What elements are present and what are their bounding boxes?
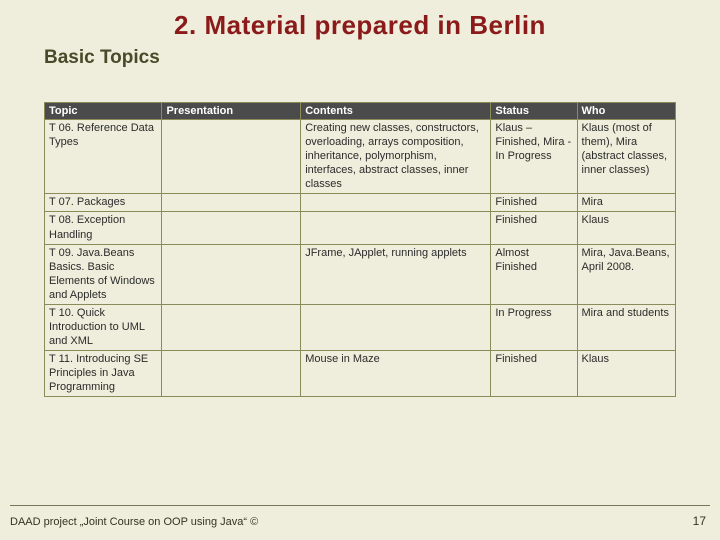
cell-status: Finished: [491, 212, 577, 244]
cell-status: Klaus – Finished, Mira - In Progress: [491, 120, 577, 194]
cell-who: Klaus (most of them), Mira (abstract cla…: [577, 120, 675, 194]
cell-presentation: [162, 194, 301, 212]
cell-contents: [301, 212, 491, 244]
cell-topic: T 10. Quick Introduction to UML and XML: [45, 304, 162, 350]
slide: 2. Material prepared in Berlin Basic Top…: [0, 0, 720, 540]
col-header-presentation: Presentation: [162, 103, 301, 120]
table-row: T 09. Java.Beans Basics. Basic Elements …: [45, 244, 676, 304]
cell-topic: T 06. Reference Data Types: [45, 120, 162, 194]
cell-presentation: [162, 212, 301, 244]
table-row: T 07. Packages Finished Mira: [45, 194, 676, 212]
col-header-contents: Contents: [301, 103, 491, 120]
table-row: T 06. Reference Data Types Creating new …: [45, 120, 676, 194]
cell-status: In Progress: [491, 304, 577, 350]
cell-who: Klaus: [577, 212, 675, 244]
cell-presentation: [162, 244, 301, 304]
cell-contents: [301, 194, 491, 212]
col-header-topic: Topic: [45, 103, 162, 120]
cell-who: Klaus: [577, 351, 675, 397]
footer-divider: [10, 505, 710, 506]
cell-presentation: [162, 120, 301, 194]
cell-who: Mira and students: [577, 304, 675, 350]
table-row: T 08. Exception Handling Finished Klaus: [45, 212, 676, 244]
cell-status: Finished: [491, 351, 577, 397]
cell-contents: Mouse in Maze: [301, 351, 491, 397]
cell-contents: [301, 304, 491, 350]
table-header-row: Topic Presentation Contents Status Who: [45, 103, 676, 120]
cell-status: Finished: [491, 194, 577, 212]
cell-contents: Creating new classes, constructors, over…: [301, 120, 491, 194]
page-number: 17: [693, 514, 706, 528]
cell-presentation: [162, 304, 301, 350]
cell-who: Mira, Java.Beans, April 2008.: [577, 244, 675, 304]
cell-topic: T 11. Introducing SE Principles in Java …: [45, 351, 162, 397]
cell-topic: T 07. Packages: [45, 194, 162, 212]
cell-presentation: [162, 351, 301, 397]
cell-topic: T 08. Exception Handling: [45, 212, 162, 244]
cell-topic: T 09. Java.Beans Basics. Basic Elements …: [45, 244, 162, 304]
table-row: T 10. Quick Introduction to UML and XML …: [45, 304, 676, 350]
topics-table: Topic Presentation Contents Status Who T…: [44, 102, 676, 397]
table-row: T 11. Introducing SE Principles in Java …: [45, 351, 676, 397]
cell-who: Mira: [577, 194, 675, 212]
cell-contents: JFrame, JApplet, running applets: [301, 244, 491, 304]
cell-status: Almost Finished: [491, 244, 577, 304]
section-subtitle: Basic Topics: [0, 47, 720, 69]
topics-table-container: Topic Presentation Contents Status Who T…: [44, 102, 676, 397]
footer-text: DAAD project „Joint Course on OOP using …: [10, 516, 258, 528]
col-header-status: Status: [491, 103, 577, 120]
page-title: 2. Material prepared in Berlin: [0, 0, 720, 41]
col-header-who: Who: [577, 103, 675, 120]
